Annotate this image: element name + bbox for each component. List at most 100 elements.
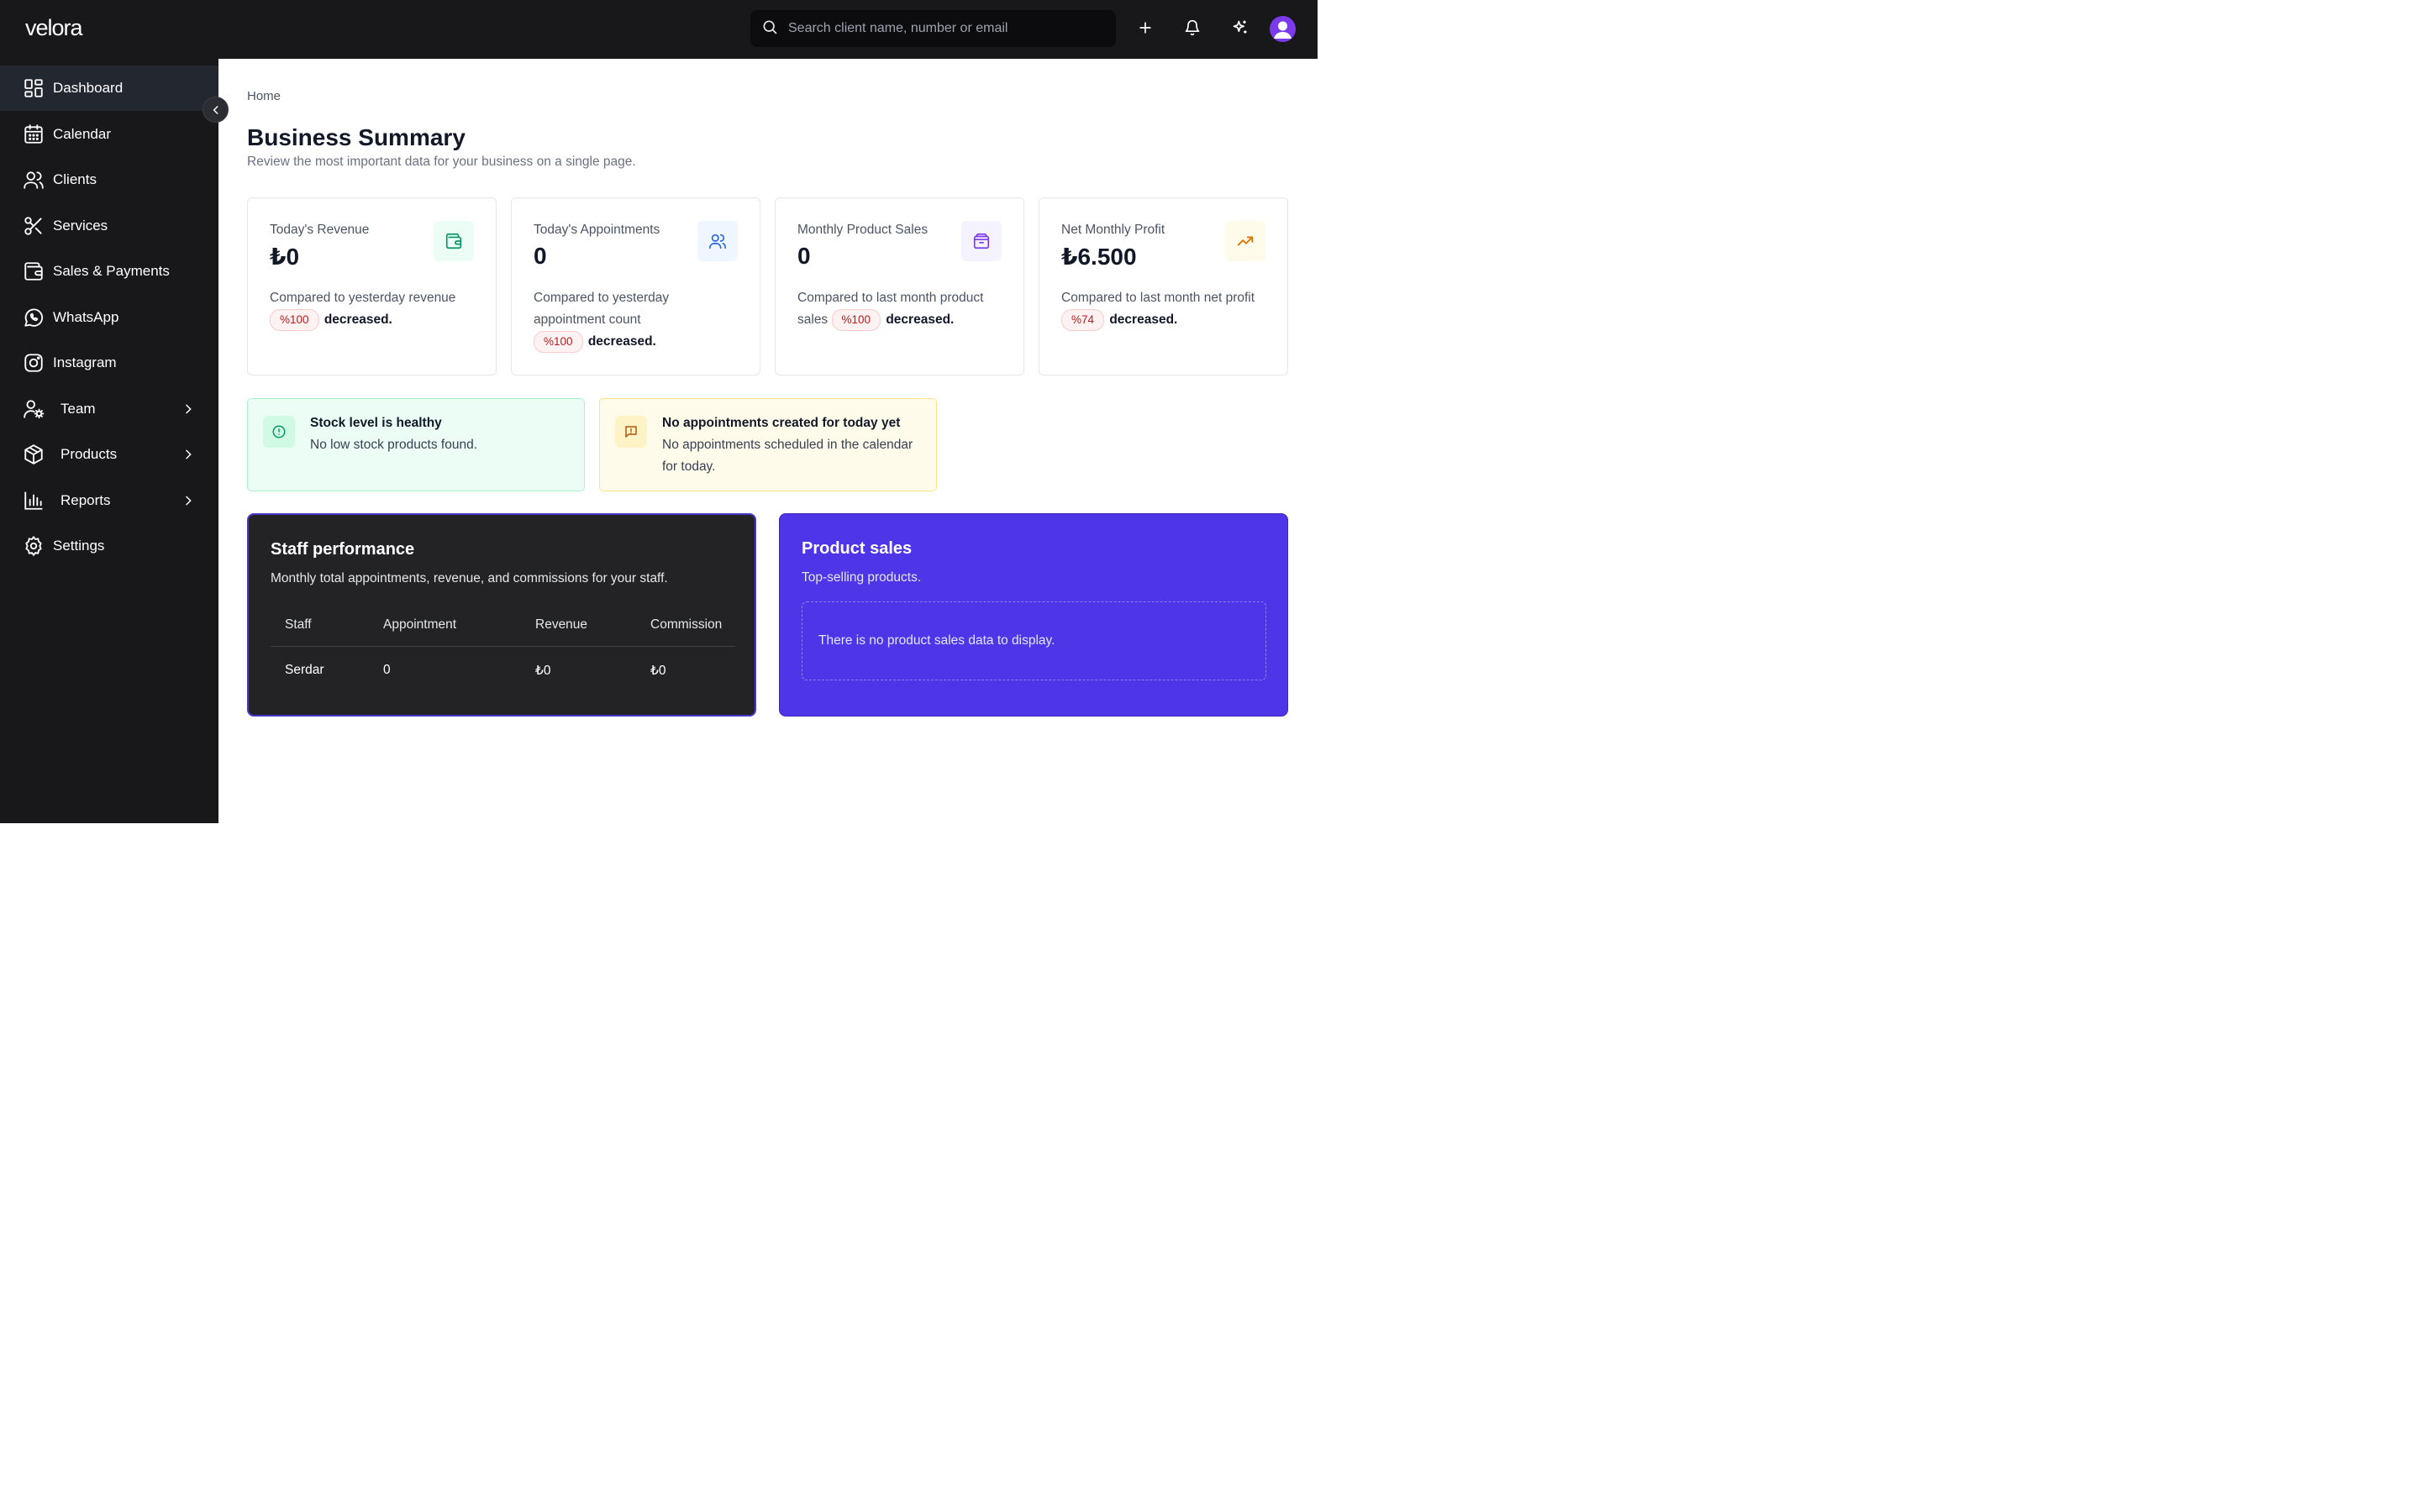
empty-state: There is no product sales data to displa… [802, 601, 1266, 680]
trend-text: decreased. [324, 312, 392, 328]
search-icon [761, 18, 778, 39]
column-header: Staff [285, 617, 312, 632]
sidebar: Dashboard Calendar Clients Services Sale… [0, 59, 218, 823]
change-badge: %100 [270, 309, 319, 331]
alert-description: No appointments scheduled in the calenda… [662, 438, 913, 474]
add-button[interactable] [1134, 18, 1156, 40]
change-badge: %100 [534, 331, 583, 353]
app-logo[interactable]: velora [25, 15, 83, 40]
sidebar-item-label: Reports [60, 492, 111, 508]
stat-description: Compared to last month net profit %74 de… [1061, 287, 1271, 331]
stat-value: 0 [534, 243, 547, 269]
stat-value: ₺6.500 [1061, 244, 1137, 270]
breadcrumb[interactable]: Home [247, 89, 281, 103]
plus-icon [1137, 19, 1154, 40]
chevron-right-icon [186, 496, 192, 506]
sidebar-item-label: Clients [53, 171, 97, 187]
table-cell: Serdar [285, 663, 324, 677]
product-sales-panel: Product sales Top-selling products. Ther… [779, 513, 1288, 717]
sidebar-item-label: Settings [53, 538, 105, 554]
sidebar-item-whatsapp[interactable]: WhatsApp [0, 295, 218, 340]
alert-title: Stock level is healthy [310, 416, 442, 430]
panel-title: Staff performance [271, 540, 415, 559]
ai-assistant-button[interactable] [1229, 18, 1251, 40]
sidebar-item-calendar[interactable]: Calendar [0, 112, 218, 157]
stat-card-net-profit: Net Monthly Profit ₺6.500 Compared to la… [1039, 197, 1288, 375]
trend-text: decreased. [886, 312, 955, 328]
wallet-icon [434, 221, 474, 261]
stat-label: Today's Revenue [270, 223, 370, 237]
stat-value: ₺0 [270, 244, 300, 270]
stat-label: Net Monthly Profit [1061, 223, 1165, 237]
table-header: Staff Appointment Revenue Commission [271, 607, 735, 647]
sidebar-item-settings[interactable]: Settings [0, 523, 218, 569]
alert-description: No low stock products found. [310, 438, 478, 452]
sidebar-item-dashboard[interactable]: Dashboard [0, 66, 218, 111]
search-input[interactable] [788, 21, 1107, 36]
sidebar-item-sales-payments[interactable]: Sales & Payments [0, 249, 218, 294]
whatsapp-icon [24, 308, 44, 327]
sidebar-collapse-button[interactable] [203, 97, 229, 123]
instagram-icon [24, 354, 43, 372]
page-subtitle: Review the most important data for your … [247, 155, 636, 169]
stat-description: Compared to yesterday appointment count … [534, 287, 744, 353]
stat-card-revenue: Today's Revenue ₺0 Compared to yesterday… [247, 197, 497, 375]
stat-card-appointments: Today's Appointments 0 Compared to yeste… [511, 197, 760, 375]
sidebar-item-label: WhatsApp [53, 309, 119, 325]
column-header: Revenue [535, 617, 588, 632]
table-cell: ₺0 [535, 664, 551, 678]
staff-table: Staff Appointment Revenue Commission Ser… [271, 607, 735, 696]
scissors-icon [24, 217, 42, 235]
change-badge: %74 [1061, 309, 1105, 331]
search-box[interactable] [750, 10, 1116, 47]
panel-subtitle: Monthly total appointments, revenue, and… [271, 571, 668, 585]
stock-alert: Stock level is healthy No low stock prod… [247, 398, 585, 491]
sidebar-item-services[interactable]: Services [0, 203, 218, 249]
chevron-right-icon [186, 449, 192, 459]
dashboard-icon [24, 79, 43, 97]
column-header: Commission [650, 617, 723, 632]
sidebar-item-label: Dashboard [53, 80, 124, 96]
package-icon [24, 444, 43, 465]
sparkles-icon [1232, 19, 1249, 40]
sidebar-item-team[interactable]: Team [0, 386, 218, 432]
trend-text: decreased. [1109, 312, 1178, 328]
users-icon [697, 221, 738, 261]
alert-circle-icon [263, 416, 295, 448]
user-icon [1274, 21, 1292, 39]
user-avatar[interactable] [1270, 16, 1296, 42]
stat-label: Monthly Product Sales [797, 223, 929, 237]
stat-description: Compared to last month product sales %10… [797, 287, 1007, 331]
page-title: Business Summary [247, 124, 466, 150]
trend-text: decreased. [587, 334, 656, 349]
table-cell: 0 [383, 663, 391, 677]
sidebar-item-label: Services [53, 218, 108, 234]
users-icon [24, 171, 44, 189]
wallet-icon [24, 262, 43, 281]
alert-title: No appointments created for today yet [662, 416, 901, 430]
sidebar-item-label: Sales & Payments [53, 263, 170, 279]
chevron-right-icon [186, 404, 192, 414]
table-row[interactable]: Serdar 0 ₺0 ₺0 [271, 647, 735, 696]
gear-icon [25, 536, 42, 556]
panel-subtitle: Top-selling products. [802, 570, 922, 585]
message-alert-icon [615, 416, 647, 448]
sidebar-item-label: Calendar [53, 126, 111, 142]
stat-value: 0 [797, 243, 811, 269]
sidebar-item-clients[interactable]: Clients [0, 157, 218, 202]
package-icon [961, 221, 1002, 261]
sidebar-item-label: Instagram [53, 354, 117, 370]
sidebar-item-products[interactable]: Products [0, 432, 218, 477]
sidebar-item-label: Products [60, 446, 118, 462]
notifications-button[interactable] [1181, 18, 1203, 40]
stat-card-product-sales: Monthly Product Sales 0 Compared to last… [775, 197, 1024, 375]
column-header: Appointment [383, 617, 457, 632]
sidebar-item-label: Team [60, 401, 96, 417]
top-bar: velora [0, 0, 1318, 59]
bell-icon [1184, 19, 1201, 40]
trending-up-icon [1225, 221, 1265, 261]
appointments-alert: No appointments created for today yet No… [599, 398, 937, 491]
sidebar-item-instagram[interactable]: Instagram [0, 340, 218, 386]
sidebar-item-reports[interactable]: Reports [0, 478, 218, 523]
staff-performance-panel: Staff performance Monthly total appointm… [247, 513, 756, 717]
